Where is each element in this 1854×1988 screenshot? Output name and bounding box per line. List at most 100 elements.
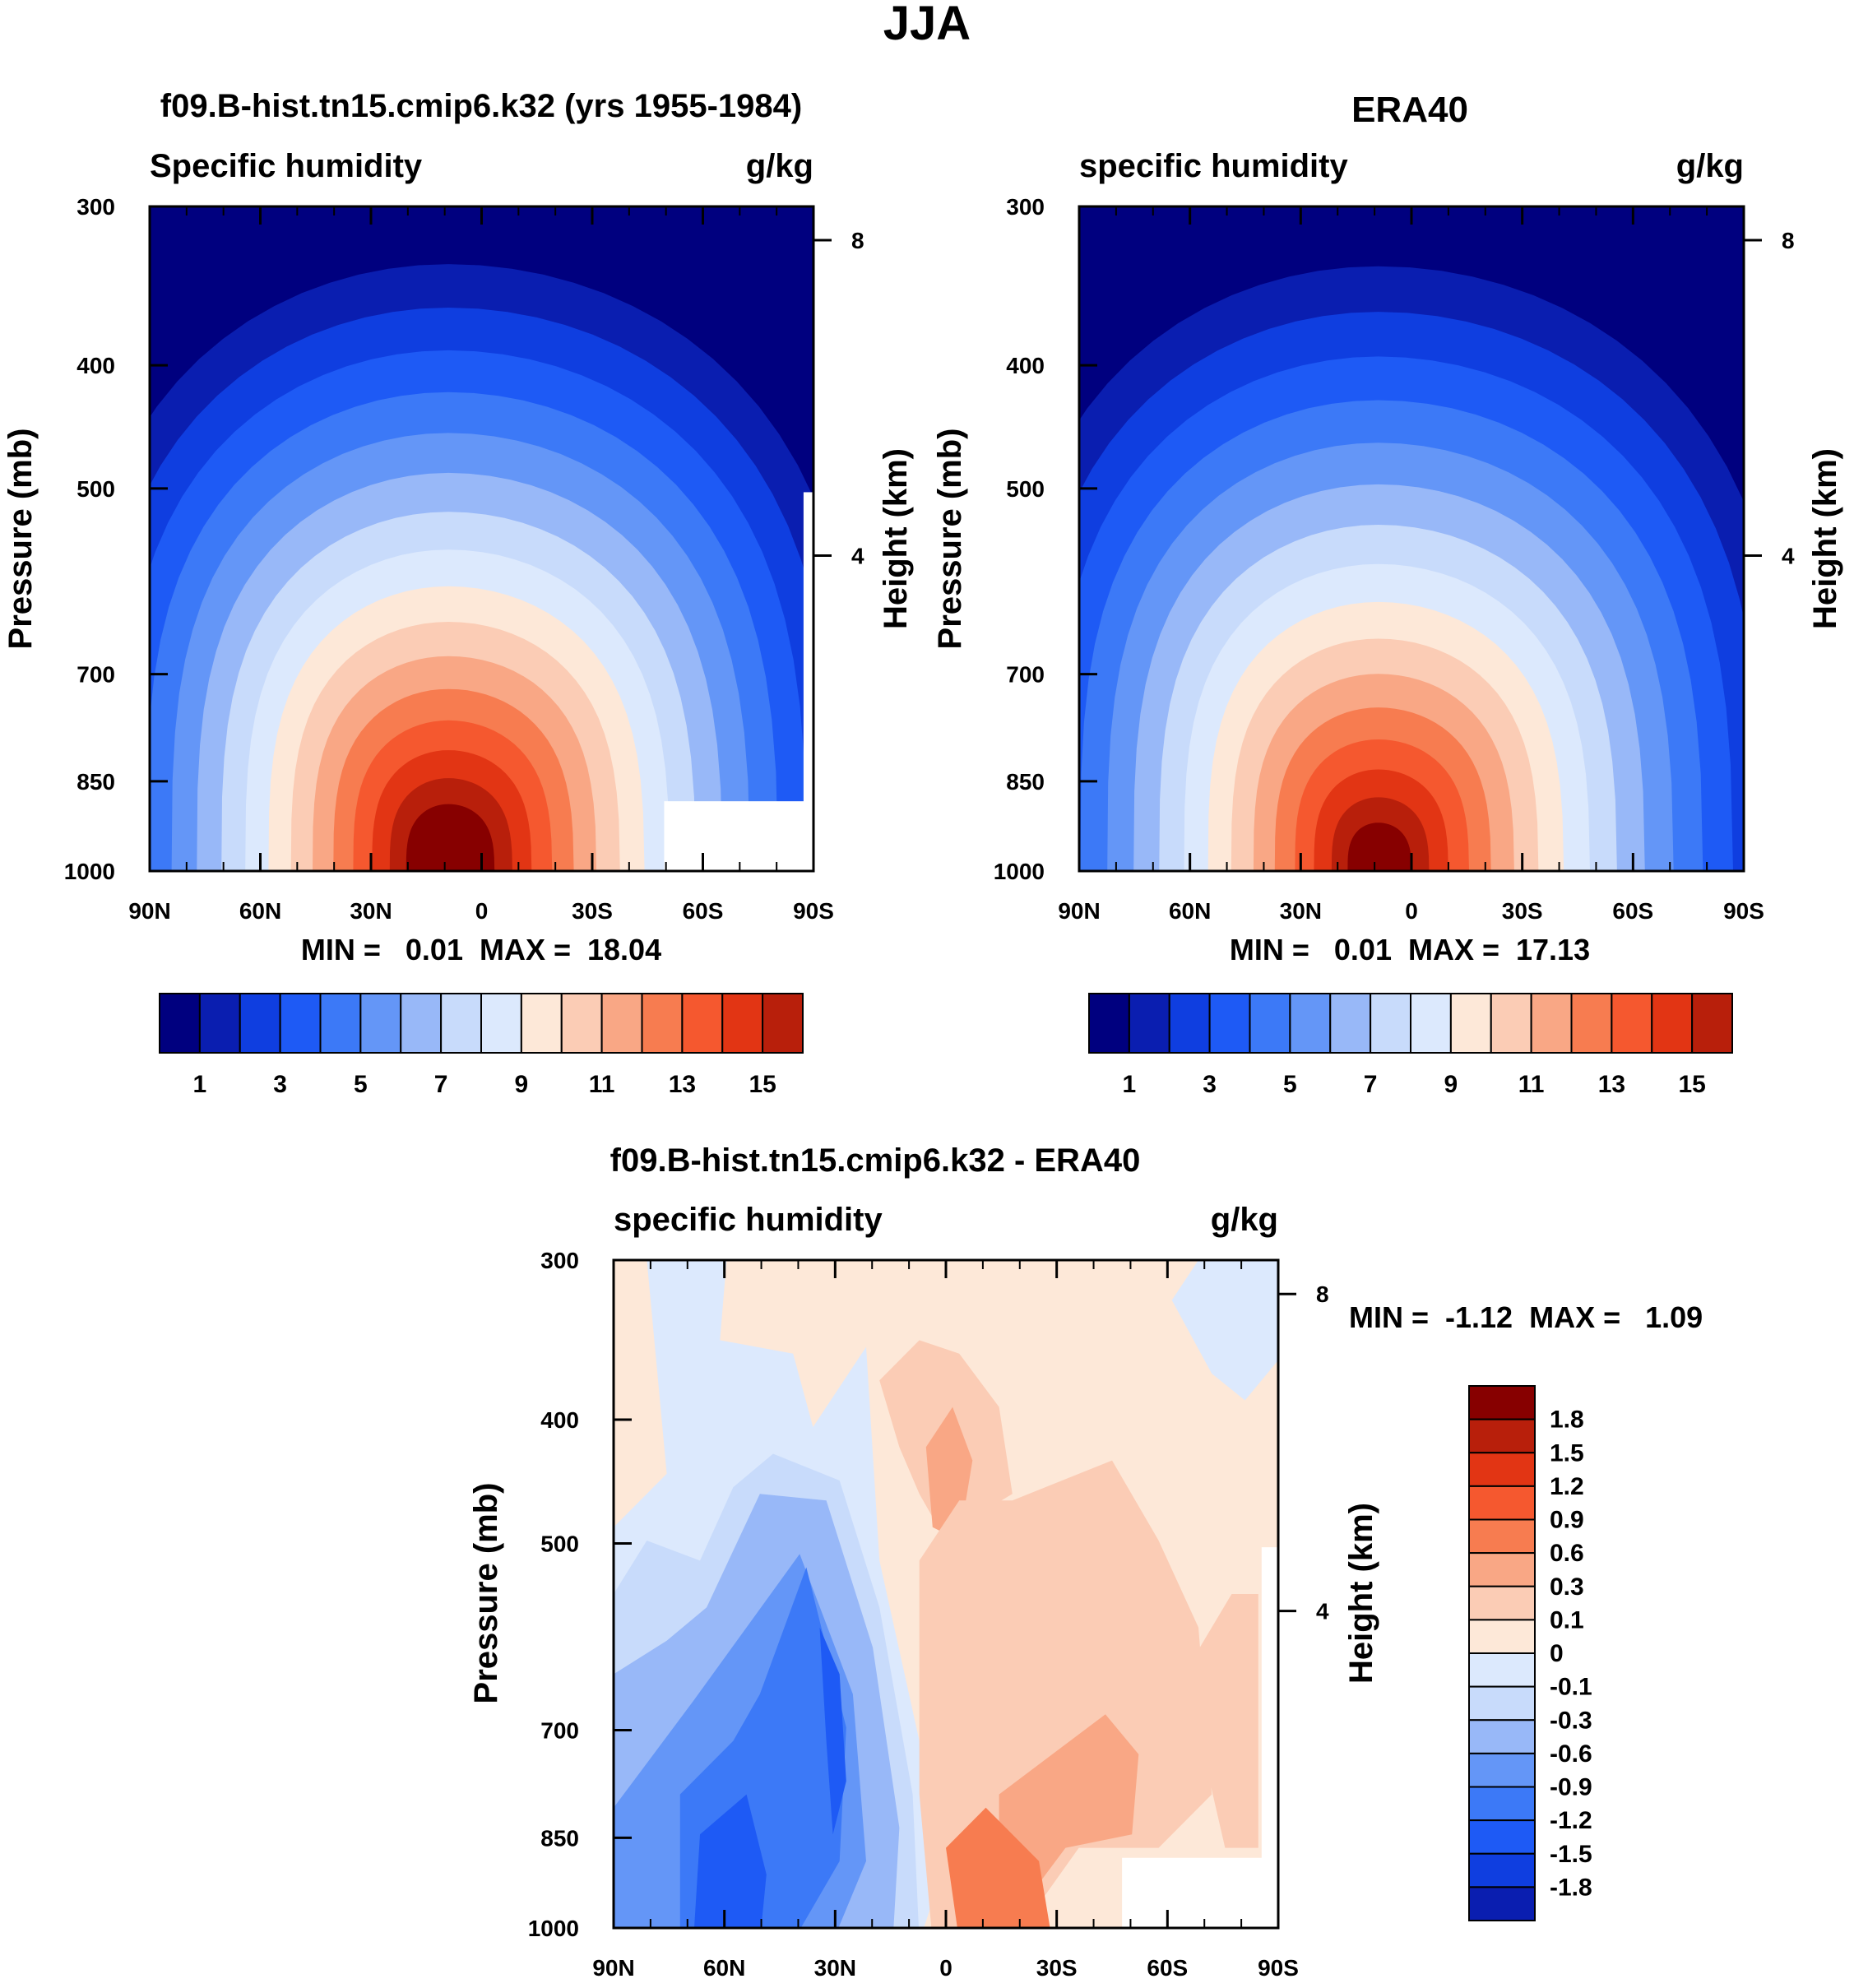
y-tick-label: 1000: [994, 859, 1045, 884]
colorbar-label: 15: [749, 1071, 776, 1098]
colorbar-swatch: [1570, 993, 1613, 1054]
panel-diff-minmax: MIN = -1.12 MAX = 1.09: [1349, 1300, 1703, 1334]
panel-model-ylabel: Pressure (mb): [2, 429, 39, 650]
height-tick-label: 4: [851, 544, 864, 569]
difference-region: [1192, 1594, 1258, 1848]
panel-obs-colorbar: 1 3 5 7 9 11 13 15: [1088, 993, 1733, 1098]
colorbar-swatch: [1468, 1418, 1536, 1454]
panel-model-variable-label: Specific humidity: [150, 148, 423, 184]
colorbar-label: 1.8: [1550, 1406, 1584, 1434]
colorbar-swatch: [359, 993, 402, 1054]
y-tick-label: 500: [76, 476, 115, 502]
panel-obs-minmax: MIN = 0.01 MAX = 17.13: [1230, 933, 1590, 966]
colorbar-label: 7: [434, 1071, 448, 1098]
colorbar-label: -0.3: [1550, 1707, 1592, 1734]
colorbar-swatch: [239, 993, 281, 1054]
colorbar-swatch: [400, 993, 443, 1054]
panel-diff-variable-label: specific humidity: [614, 1202, 883, 1238]
colorbar-label: 9: [1444, 1071, 1458, 1098]
x-tick-label: 90N: [1058, 898, 1100, 924]
panel-diff-ylabel: Pressure (mb): [468, 1483, 504, 1704]
x-tick-label: 90S: [793, 898, 834, 924]
x-tick-label: 0: [939, 1955, 952, 1981]
panel-diff-title: f09.B-hist.tn15.cmip6.k32 - ERA40: [610, 1142, 1141, 1179]
y-tick-label: 500: [1006, 476, 1045, 502]
colorbar-label: 5: [354, 1071, 368, 1098]
colorbar-swatch: [1329, 993, 1372, 1054]
humidity-band: [406, 804, 495, 871]
panel-diff-units: g/kg: [1211, 1202, 1278, 1238]
colorbar-swatch: [1468, 1485, 1536, 1521]
y-tick-label: 850: [76, 769, 115, 795]
colorbar-label: 13: [669, 1071, 696, 1098]
colorbar-swatch: [1468, 1886, 1536, 1921]
colorbar-label: 11: [1518, 1071, 1545, 1098]
colorbar-label: 11: [589, 1071, 615, 1098]
panel-model-right-label: Height (km): [878, 448, 914, 629]
panel-diff: f09.B-hist.tn15.cmip6.k32 - ERA40 specif…: [468, 1142, 1703, 1981]
colorbar-label: -0.9: [1550, 1774, 1592, 1801]
panel-model-minmax: MIN = 0.01 MAX = 18.04: [301, 933, 661, 966]
y-tick-label: 1000: [64, 859, 115, 884]
humidity-band: [1347, 823, 1412, 871]
colorbar-swatch: [1410, 993, 1452, 1054]
colorbar-swatch: [1128, 993, 1170, 1054]
y-tick-label: 300: [76, 194, 115, 220]
difference-region: [819, 1627, 846, 1835]
colorbar-swatch: [1289, 993, 1332, 1054]
difference-region: [946, 1807, 1050, 1928]
panel-model-units: g/kg: [746, 148, 813, 184]
colorbar-swatch: [1611, 993, 1653, 1054]
y-tick-label: 850: [1006, 769, 1045, 795]
colorbar-label: 7: [1364, 1071, 1378, 1098]
colorbar-swatch: [1249, 993, 1291, 1054]
panel-obs-variable-label: specific humidity: [1079, 148, 1348, 184]
y-tick-label: 300: [540, 1248, 579, 1273]
colorbar-swatch: [1468, 1786, 1536, 1822]
colorbar-swatch: [1468, 1652, 1536, 1688]
colorbar-label: -0.6: [1550, 1740, 1592, 1768]
colorbar-swatch: [1468, 1852, 1536, 1888]
colorbar-swatch: [520, 993, 563, 1054]
colorbar-swatch: [1468, 1752, 1536, 1788]
colorbar-swatch: [1691, 993, 1733, 1054]
colorbar-label: 0.3: [1550, 1573, 1584, 1601]
x-tick-label: 60S: [683, 898, 724, 924]
panel-diff-right-label: Height (km): [1343, 1503, 1379, 1684]
colorbar-label: 0.6: [1550, 1540, 1584, 1567]
colorbar-swatch: [1468, 1819, 1536, 1855]
panel-obs-right-label: Height (km): [1807, 448, 1843, 629]
y-tick-label: 850: [540, 1825, 579, 1851]
panel-model-plot: 90N 60N 30N 0 30S 60S 90S 300 400 500 700 850 1000 8 4: [64, 194, 864, 924]
missing-data-region: [664, 801, 813, 871]
height-tick-label: 8: [1782, 228, 1795, 253]
colorbar-swatch: [1088, 993, 1130, 1054]
colorbar-label: 0: [1550, 1640, 1564, 1667]
x-tick-label: 0: [1405, 898, 1418, 924]
x-tick-label: 60S: [1612, 898, 1653, 924]
colorbar-swatch: [1490, 993, 1532, 1054]
panel-diff-plot: 90N 60N 30N 0 30S 60S 90S 300 400 500 700 850 1000 8 4: [528, 1248, 1329, 1981]
colorbar-swatch: [1530, 993, 1573, 1054]
colorbar-swatch: [159, 993, 201, 1054]
x-tick-label: 60N: [1169, 898, 1211, 924]
colorbar-label: 15: [1678, 1071, 1705, 1098]
colorbar-label: -0.1: [1550, 1674, 1592, 1701]
colorbar-swatch: [1468, 1585, 1536, 1621]
colorbar-swatch: [1468, 1518, 1536, 1555]
x-tick-label: 60N: [239, 898, 281, 924]
missing-data-region: [803, 492, 813, 871]
colorbar-swatch: [1449, 993, 1492, 1054]
panel-diff-colorbar: 1.8 1.5 1.2 0.9 0.6 0.3 0.1 0 -0.1 -0.3 -0.6 -0.9 -1…: [1468, 1385, 1592, 1921]
colorbar-swatch: [1468, 1552, 1536, 1587]
y-tick-label: 400: [76, 353, 115, 378]
colorbar-swatch: [1208, 993, 1251, 1054]
colorbar-swatch: [560, 993, 603, 1054]
colorbar-label: 9: [515, 1071, 529, 1098]
colorbar-swatch: [198, 993, 241, 1054]
y-tick-label: 400: [540, 1407, 579, 1433]
colorbar-swatch: [1651, 993, 1694, 1054]
x-tick-label: 30N: [814, 1955, 856, 1981]
panel-obs: ERA40 specific humidity g/kg 90N 60N 30N 0 3…: [932, 90, 1843, 1098]
colorbar-label: 13: [1598, 1071, 1625, 1098]
